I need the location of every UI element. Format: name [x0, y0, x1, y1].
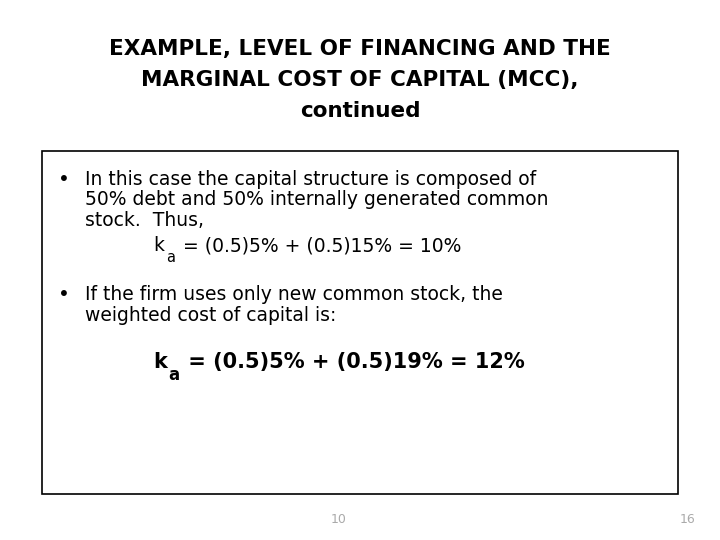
- Text: k: k: [153, 236, 164, 255]
- Text: •: •: [58, 170, 69, 189]
- FancyBboxPatch shape: [42, 151, 678, 494]
- Text: continued: continued: [300, 100, 420, 121]
- Text: If the firm uses only new common stock, the: If the firm uses only new common stock, …: [85, 285, 503, 304]
- Text: a: a: [166, 250, 176, 265]
- Text: MARGINAL COST OF CAPITAL (MCC),: MARGINAL COST OF CAPITAL (MCC),: [141, 70, 579, 90]
- Text: = (0.5)5% + (0.5)15% = 10%: = (0.5)5% + (0.5)15% = 10%: [177, 236, 462, 255]
- Text: a: a: [168, 366, 179, 384]
- Text: weighted cost of capital is:: weighted cost of capital is:: [85, 306, 336, 326]
- Text: 50% debt and 50% internally generated common: 50% debt and 50% internally generated co…: [85, 190, 549, 210]
- Text: k: k: [153, 352, 167, 372]
- Text: EXAMPLE, LEVEL OF FINANCING AND THE: EXAMPLE, LEVEL OF FINANCING AND THE: [109, 38, 611, 59]
- Text: In this case the capital structure is composed of: In this case the capital structure is co…: [85, 170, 536, 189]
- Text: 10: 10: [330, 513, 346, 526]
- Text: stock.  Thus,: stock. Thus,: [85, 211, 204, 230]
- Text: 16: 16: [680, 513, 696, 526]
- Text: = (0.5)5% + (0.5)19% = 12%: = (0.5)5% + (0.5)19% = 12%: [181, 352, 524, 372]
- Text: •: •: [58, 285, 69, 304]
